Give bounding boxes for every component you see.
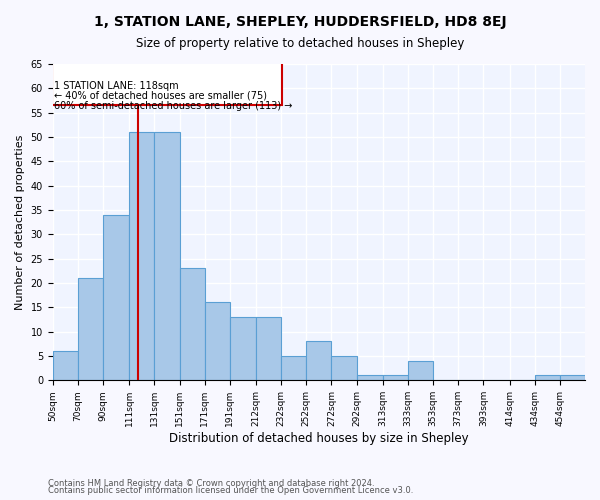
Bar [535,376,560,380]
X-axis label: Distribution of detached houses by size in Shepley: Distribution of detached houses by size … [169,432,469,445]
Bar [281,356,307,380]
FancyBboxPatch shape [52,56,283,106]
Text: Contains public sector information licensed under the Open Government Licence v3: Contains public sector information licen… [48,486,413,495]
Text: Size of property relative to detached houses in Shepley: Size of property relative to detached ho… [136,38,464,51]
Bar [230,317,256,380]
Bar [560,376,585,380]
Bar [331,356,356,380]
Bar [307,342,331,380]
Y-axis label: Number of detached properties: Number of detached properties [15,134,25,310]
Bar [53,351,78,380]
Bar [130,132,154,380]
Bar [78,278,103,380]
Text: ← 40% of detached houses are smaller (75): ← 40% of detached houses are smaller (75… [54,91,267,101]
Text: 60% of semi-detached houses are larger (113) →: 60% of semi-detached houses are larger (… [54,100,292,110]
Text: 1, STATION LANE, SHEPLEY, HUDDERSFIELD, HD8 8EJ: 1, STATION LANE, SHEPLEY, HUDDERSFIELD, … [94,15,506,29]
Bar [256,317,281,380]
Bar [205,302,230,380]
Bar [103,215,130,380]
Text: 1 STATION LANE: 118sqm: 1 STATION LANE: 118sqm [54,81,179,91]
Bar [383,376,408,380]
Bar [356,376,383,380]
Text: Contains HM Land Registry data © Crown copyright and database right 2024.: Contains HM Land Registry data © Crown c… [48,478,374,488]
Bar [154,132,179,380]
Bar [179,268,205,380]
Bar [408,361,433,380]
